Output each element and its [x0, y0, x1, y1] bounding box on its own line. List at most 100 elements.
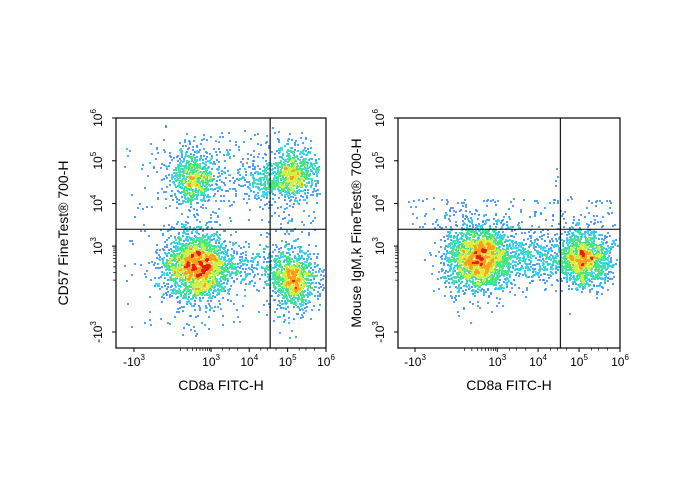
event-dot	[260, 144, 262, 146]
event-dot	[197, 169, 199, 171]
event-dot	[303, 280, 305, 282]
event-dot	[183, 290, 185, 292]
event-dot	[168, 237, 170, 239]
event-dot	[276, 281, 278, 283]
event-dot	[301, 291, 303, 293]
event-dot	[244, 263, 246, 265]
event-dot	[284, 269, 286, 271]
event-dot	[286, 302, 288, 304]
event-dot	[296, 180, 298, 182]
event-dot	[254, 172, 256, 174]
event-dot	[282, 186, 284, 188]
event-dot	[290, 168, 292, 170]
event-dot	[299, 168, 301, 170]
event-dot	[227, 267, 229, 269]
event-dot	[209, 258, 211, 260]
event-dot	[301, 178, 303, 180]
event-dot	[275, 274, 277, 276]
event-dot	[197, 260, 199, 262]
event-dot	[288, 167, 290, 169]
event-dot	[205, 289, 207, 291]
event-dot	[293, 167, 295, 169]
event-dot	[275, 260, 277, 262]
event-dot	[196, 237, 198, 239]
event-dot	[207, 277, 209, 279]
event-dot	[226, 253, 228, 255]
event-dot	[221, 170, 223, 172]
event-dot	[303, 282, 305, 284]
event-dot	[180, 151, 182, 153]
event-dot	[175, 174, 177, 176]
event-dot	[195, 283, 197, 285]
event-dot	[281, 194, 283, 196]
event-dot	[245, 251, 247, 253]
event-dot	[228, 200, 230, 202]
event-dot	[236, 273, 238, 275]
event-dot	[194, 159, 196, 161]
event-dot	[175, 239, 177, 241]
event-dot	[220, 270, 222, 272]
event-dot	[210, 267, 212, 269]
event-dot	[229, 288, 231, 290]
event-dot	[235, 273, 237, 275]
event-dot	[278, 162, 280, 164]
event-dot	[309, 285, 311, 287]
event-dot	[219, 260, 221, 262]
event-dot	[288, 294, 290, 296]
event-dot	[195, 175, 197, 177]
event-dot	[185, 282, 187, 284]
event-dot	[235, 195, 237, 197]
event-dot	[180, 249, 182, 251]
event-dot	[183, 259, 185, 261]
event-dot	[291, 183, 293, 185]
event-dot	[217, 249, 219, 251]
event-dot	[184, 261, 186, 263]
event-dot	[235, 231, 237, 233]
event-dot	[197, 192, 199, 194]
event-dot	[198, 305, 200, 307]
event-dot	[218, 168, 220, 170]
event-dot	[266, 280, 268, 282]
event-dot	[296, 155, 298, 157]
event-dot	[283, 189, 285, 191]
event-dot	[271, 185, 273, 187]
event-dot	[194, 241, 196, 243]
event-dot	[194, 181, 196, 183]
event-dot	[209, 257, 211, 259]
event-dot	[196, 195, 198, 197]
event-dot	[296, 166, 298, 168]
event-dot	[290, 230, 292, 232]
event-dot	[202, 292, 204, 294]
event-dot	[304, 147, 306, 149]
event-dot	[195, 277, 197, 279]
event-dot	[306, 177, 308, 179]
event-dot	[279, 285, 281, 287]
event-dot	[204, 271, 206, 273]
event-dot	[144, 230, 146, 232]
event-dot	[200, 244, 202, 246]
event-dot	[310, 263, 312, 265]
event-dot	[264, 175, 266, 177]
event-dot	[280, 162, 282, 164]
event-dot	[288, 150, 290, 152]
event-dot	[272, 127, 274, 129]
event-dot	[187, 271, 189, 273]
event-dot	[198, 177, 200, 179]
event-dot	[290, 278, 292, 280]
event-dot	[284, 190, 286, 192]
event-dot	[294, 303, 296, 305]
event-dot	[283, 286, 285, 288]
event-dot	[283, 321, 285, 323]
event-dot	[205, 272, 207, 274]
event-dot	[278, 141, 280, 143]
event-dot	[310, 279, 312, 281]
event-dot	[187, 245, 189, 247]
event-dot	[219, 136, 221, 138]
event-dot	[204, 235, 206, 237]
event-dot	[201, 260, 203, 262]
event-dot	[284, 163, 286, 165]
event-dot	[171, 176, 173, 178]
event-dot	[210, 258, 212, 260]
event-dot	[263, 187, 265, 189]
event-dot	[209, 280, 211, 282]
